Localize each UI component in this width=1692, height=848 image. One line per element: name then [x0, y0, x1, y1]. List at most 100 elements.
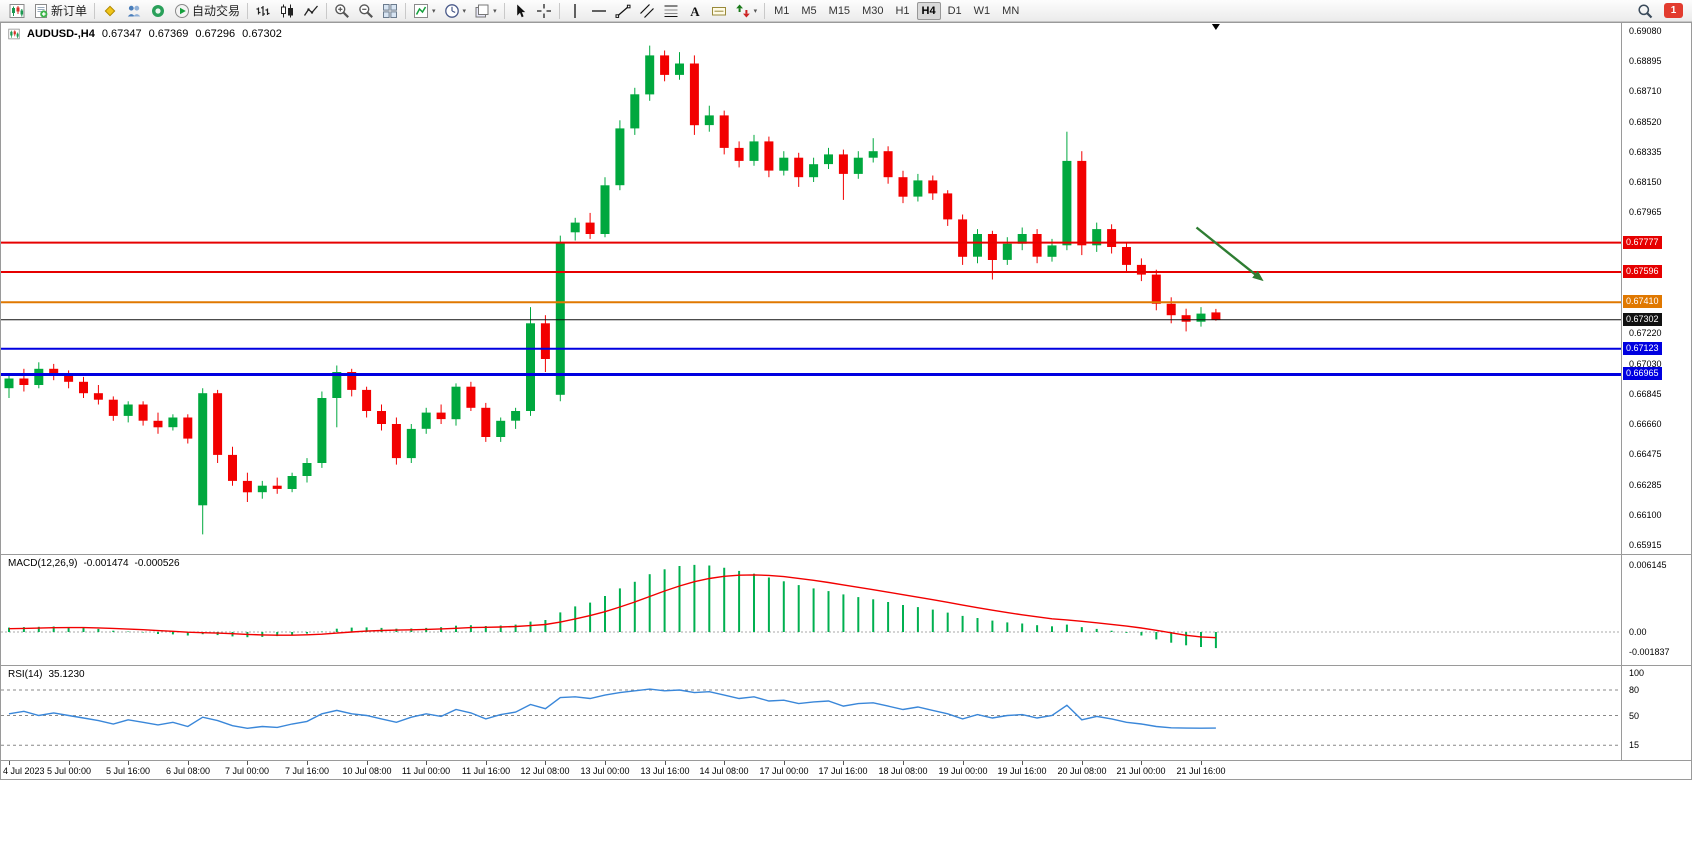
- play-icon: [174, 3, 190, 19]
- periods-button[interactable]: ▾: [440, 0, 471, 21]
- time-axis-label: 12 Jul 08:00: [520, 766, 570, 776]
- price-axis-label: 0.68520: [1629, 117, 1662, 127]
- price-axis-badge: 0.67777: [1623, 236, 1662, 249]
- price-axis-label: 0.68335: [1629, 147, 1662, 157]
- ohlc-close: 0.67302: [242, 28, 282, 40]
- macd-histogram: [8, 564, 1217, 649]
- timeframe-m5-button[interactable]: M5: [801, 4, 817, 17]
- price-axis-label: 0.68710: [1629, 86, 1662, 96]
- text-button[interactable]: A: [683, 0, 707, 21]
- timeframe-h4-button[interactable]: H4: [916, 1, 941, 20]
- price-axis[interactable]: 0.69080 0.68895 0.68710 0.68520 0.68335 0.681…: [1621, 23, 1691, 761]
- time-axis-tick: [367, 761, 368, 765]
- time-axis-tick: [1082, 761, 1083, 765]
- rsi-axis-label: 100: [1629, 668, 1645, 678]
- market-watch-button[interactable]: [98, 0, 122, 21]
- time-axis-label: 10 Jul 08:00: [342, 766, 392, 776]
- timeframe-m1-button[interactable]: M1: [774, 4, 790, 17]
- new-chart-button[interactable]: [5, 0, 29, 21]
- candles-layer: [4, 45, 1221, 535]
- chart-candle-icon: [9, 3, 25, 19]
- indicator-icon: [413, 3, 429, 19]
- tile-windows-button[interactable]: [378, 0, 402, 21]
- data-window-button[interactable]: [122, 0, 146, 21]
- time-axis-tick: [605, 761, 606, 765]
- time-axis-tick: [486, 761, 487, 765]
- search-button[interactable]: [1633, 0, 1657, 21]
- candlestick-chart-button[interactable]: [275, 0, 299, 21]
- macd-panel[interactable]: MACD(12,26,9) -0.001474 -0.000526: [1, 555, 1621, 665]
- autotrading-button[interactable]: 自动交易: [170, 0, 244, 21]
- new-order-button[interactable]: 新订单: [29, 0, 91, 21]
- ohlc-low: 0.67296: [195, 28, 236, 40]
- zoom-in-button[interactable]: [330, 0, 354, 21]
- time-axis-label: 13 Jul 16:00: [640, 766, 690, 776]
- line-chart-button[interactable]: [299, 0, 323, 21]
- candlestick-chart[interactable]: [1, 23, 1621, 554]
- chevron-down-icon: ▾: [462, 7, 467, 15]
- timeframe-h1-button[interactable]: H1: [895, 4, 910, 17]
- time-axis-tick: [665, 761, 666, 765]
- time-axis-tick: [545, 761, 546, 765]
- people-icon: [126, 3, 142, 19]
- panel-splitter[interactable]: [1, 665, 1691, 666]
- toolbar-separator: [326, 2, 328, 19]
- terminal-button[interactable]: [146, 0, 170, 21]
- templates-button[interactable]: ▾: [470, 0, 501, 21]
- crosshair-button[interactable]: [532, 0, 556, 21]
- ohlc-high: 0.67369: [148, 28, 189, 40]
- price-axis-badge: 0.67302: [1623, 313, 1662, 326]
- rsi-panel[interactable]: RSI(14) 35.1230: [1, 666, 1621, 760]
- fibonacci-retracement-button[interactable]: [659, 0, 683, 21]
- rsi-chart[interactable]: [1, 666, 1621, 760]
- hline-icon: [591, 3, 607, 19]
- arrows-button[interactable]: ▾: [731, 0, 762, 21]
- timeframe-m15-button[interactable]: M15: [828, 4, 851, 17]
- panel-splitter[interactable]: [1, 554, 1691, 555]
- rsi-label: RSI(14) 35.1230: [8, 669, 85, 680]
- cursor-button[interactable]: [508, 0, 532, 21]
- price-axis-label: 0.68895: [1629, 56, 1662, 66]
- timeframe-w1-button[interactable]: W1: [973, 4, 991, 17]
- timeframe-mn-button[interactable]: MN: [1002, 4, 1020, 17]
- toolbar-separator: [94, 2, 96, 19]
- time-axis-tick: [69, 761, 70, 765]
- time-axis-label: 19 Jul 00:00: [938, 766, 988, 776]
- equidistant-channel-button[interactable]: [635, 0, 659, 21]
- price-axis-label: 0.66845: [1629, 389, 1662, 399]
- notification-badge[interactable]: 1: [1664, 3, 1683, 18]
- vline-icon: [567, 3, 583, 19]
- timeframe-d1-button[interactable]: D1: [947, 4, 962, 17]
- time-axis-label: 5 Jul 16:00: [105, 766, 151, 776]
- macd-signal-value: -0.000526: [134, 558, 180, 569]
- price-axis-label: 0.66660: [1629, 419, 1662, 429]
- text-label-button[interactable]: [707, 0, 731, 21]
- rsi-axis-label: 80: [1629, 685, 1640, 695]
- price-axis-label: 0.69080: [1629, 26, 1662, 36]
- price-axis-label: 0.68150: [1629, 177, 1662, 187]
- ohlc-open: 0.67347: [101, 28, 142, 40]
- horizontal-line-button[interactable]: [587, 0, 611, 21]
- rsi-line: [8, 688, 1216, 730]
- toolbar-separator: [558, 2, 560, 19]
- bar-chart-button[interactable]: [251, 0, 275, 21]
- time-axis-tick: [963, 761, 964, 765]
- vertical-line-button[interactable]: [563, 0, 587, 21]
- zoom-out-button[interactable]: [354, 0, 378, 21]
- time-axis[interactable]: 4 Jul 2023 5 Jul 00:00 5 Jul 16:00 6 Jul 08…: [1, 761, 1621, 779]
- zoom-out-icon: [358, 3, 374, 19]
- trendline-button[interactable]: [611, 0, 635, 21]
- arrowsobj-icon: [735, 3, 751, 19]
- tile-icon: [382, 3, 398, 19]
- labeltag-icon: [711, 3, 727, 19]
- chart-shift-marker[interactable]: [1211, 24, 1220, 30]
- time-axis-label: 7 Jul 16:00: [284, 766, 330, 776]
- crosshair-icon: [536, 3, 552, 19]
- macd-chart[interactable]: [1, 555, 1621, 665]
- panel-splitter[interactable]: [1, 760, 1691, 761]
- candles-icon: [279, 3, 295, 19]
- main-chart-panel[interactable]: AUDUSD-,H4 0.67347 0.67369 0.67296 0.673…: [1, 23, 1621, 554]
- indicators-button[interactable]: ▾: [409, 0, 440, 21]
- arrow-object[interactable]: [1195, 226, 1264, 282]
- timeframe-m30-button[interactable]: M30: [862, 4, 884, 17]
